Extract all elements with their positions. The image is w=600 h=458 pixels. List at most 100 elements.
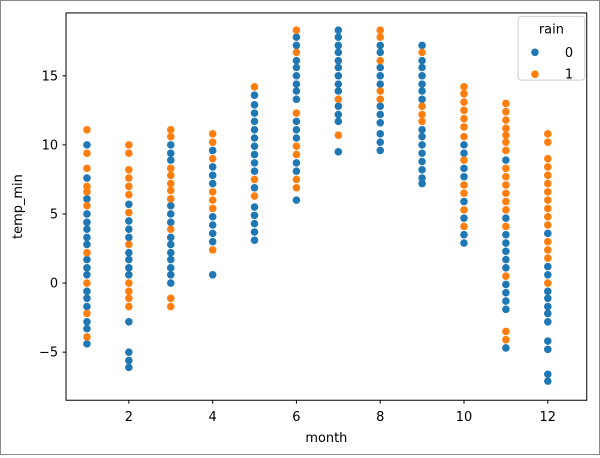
data-point: [250, 211, 259, 220]
data-point: [376, 138, 385, 146]
data-point: [418, 157, 426, 166]
data-point: [376, 146, 385, 155]
data-point: [292, 33, 301, 41]
x-tick-label: 6: [292, 410, 300, 425]
data-point: [208, 138, 217, 146]
data-point: [250, 91, 259, 99]
data-point: [502, 327, 510, 336]
data-point: [125, 302, 133, 311]
data-point: [166, 210, 175, 218]
legend-label-rain-1: 1: [565, 68, 573, 83]
data-point: [418, 48, 426, 57]
data-point: [334, 63, 343, 72]
data-point: [502, 272, 510, 280]
data-point: [502, 124, 510, 133]
data-point: [544, 318, 552, 326]
data-point: [166, 132, 175, 141]
y-tick-label: 5: [50, 207, 58, 222]
data-point: [83, 255, 91, 264]
data-point: [208, 204, 217, 213]
data-point: [125, 141, 133, 149]
data-point: [376, 130, 385, 138]
y-tick-label: −5: [39, 346, 58, 361]
data-point: [125, 287, 133, 296]
data-point: [376, 56, 385, 65]
data-point: [250, 219, 259, 228]
legend-box: [517, 15, 586, 81]
data-point: [502, 230, 510, 239]
data-point: [460, 206, 468, 214]
data-point: [292, 183, 301, 192]
data-point: [83, 302, 91, 311]
data-point: [208, 171, 217, 180]
data-point: [250, 175, 259, 184]
data-point: [292, 134, 301, 142]
x-tick-label: 12: [540, 410, 556, 425]
data-point: [460, 90, 468, 98]
data-point: [502, 264, 510, 272]
data-point: [125, 363, 133, 372]
data-point: [502, 288, 510, 297]
data-point: [376, 48, 385, 57]
data-point: [376, 41, 385, 50]
data-point: [502, 335, 510, 344]
data-point: [83, 333, 91, 341]
data-point: [166, 240, 175, 249]
data-point: [418, 165, 426, 174]
data-point: [125, 233, 133, 242]
data-point: [166, 179, 175, 188]
data-point: [250, 183, 259, 192]
data-point: [166, 271, 175, 279]
data-point: [83, 248, 91, 257]
data-point: [502, 172, 510, 181]
x-tick-label: 10: [456, 410, 472, 425]
data-point: [83, 225, 91, 233]
y-tick-label: 15: [42, 69, 58, 84]
data-point: [166, 302, 175, 311]
data-point: [502, 255, 510, 264]
data-point: [292, 109, 301, 117]
data-point: [334, 95, 343, 104]
data-point: [460, 114, 468, 123]
data-point: [250, 150, 259, 159]
data-point: [460, 164, 468, 173]
data-point: [334, 48, 343, 57]
data-point: [334, 117, 343, 126]
data-point: [418, 110, 426, 119]
y-axis: −5 0 5 10 15 temp_min: [11, 69, 67, 361]
data-point: [460, 214, 468, 222]
data-point: [166, 195, 175, 203]
data-point: [376, 102, 385, 111]
data-point: [292, 63, 301, 72]
data-point: [502, 280, 510, 289]
data-point: [250, 192, 259, 200]
data-point: [418, 125, 426, 134]
data-point: [83, 287, 91, 296]
data-point: [208, 237, 217, 246]
data-point: [418, 102, 426, 111]
data-point: [250, 101, 259, 109]
data-point: [376, 110, 385, 119]
data-point: [208, 229, 217, 238]
data-point: [334, 56, 343, 65]
data-point: [544, 287, 552, 296]
data-point: [83, 324, 91, 333]
data-point: [460, 106, 468, 115]
data-point: [250, 117, 259, 126]
data-point: [544, 179, 552, 188]
data-point: [502, 239, 510, 247]
data-point: [502, 146, 510, 155]
data-point: [460, 123, 468, 131]
data-point: [376, 80, 385, 88]
data-point: [502, 164, 510, 173]
data-point: [166, 225, 175, 233]
data-point: [418, 179, 426, 188]
data-point: [250, 83, 259, 91]
data-point: [460, 132, 468, 141]
data-point: [502, 181, 510, 189]
data-point: [125, 294, 133, 303]
data-point: [250, 159, 259, 167]
data-point: [83, 318, 91, 326]
data-point: [166, 171, 175, 180]
data-point: [544, 204, 552, 213]
